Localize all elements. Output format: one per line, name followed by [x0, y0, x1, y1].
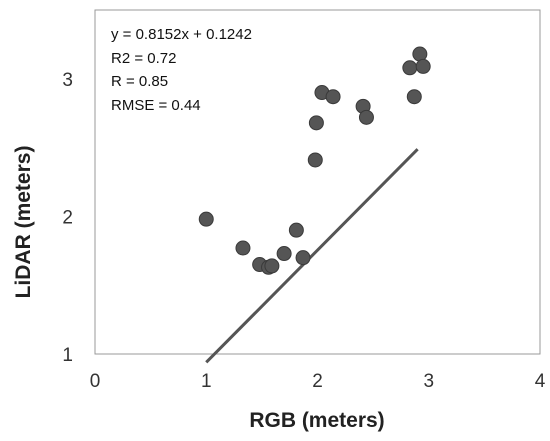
r-label: R = 0.85	[111, 73, 168, 90]
trend-line	[205, 148, 419, 364]
y-tick-label: 2	[62, 207, 73, 228]
x-axis-title: RGB (meters)	[249, 409, 384, 432]
y-tick-label: 1	[62, 345, 73, 366]
x-tick-label: 3	[423, 371, 434, 392]
data-point	[307, 152, 323, 168]
data-point	[412, 46, 428, 62]
data-point	[358, 109, 374, 125]
data-point	[402, 60, 418, 76]
x-tick-label: 0	[90, 371, 101, 392]
plot-area-frame	[94, 9, 541, 355]
y-axis-title: LiDAR (meters)	[12, 146, 35, 299]
x-tick-label: 4	[535, 371, 546, 392]
rmse-label: RMSE = 0.44	[111, 97, 201, 114]
data-point	[288, 222, 304, 238]
data-point	[264, 258, 280, 274]
data-point	[295, 250, 311, 266]
data-point	[415, 58, 431, 74]
x-tick-label: 1	[201, 371, 212, 392]
data-point	[406, 89, 422, 105]
data-point	[198, 211, 214, 227]
data-point	[308, 115, 324, 131]
x-tick-label: 2	[312, 371, 323, 392]
data-point	[235, 240, 251, 256]
r2-label: R2 = 0.72	[111, 50, 176, 67]
data-point	[325, 89, 341, 105]
equation-label: y = 0.8152x + 0.1242	[111, 26, 252, 43]
data-point	[276, 246, 292, 262]
y-tick-label: 3	[62, 70, 73, 91]
